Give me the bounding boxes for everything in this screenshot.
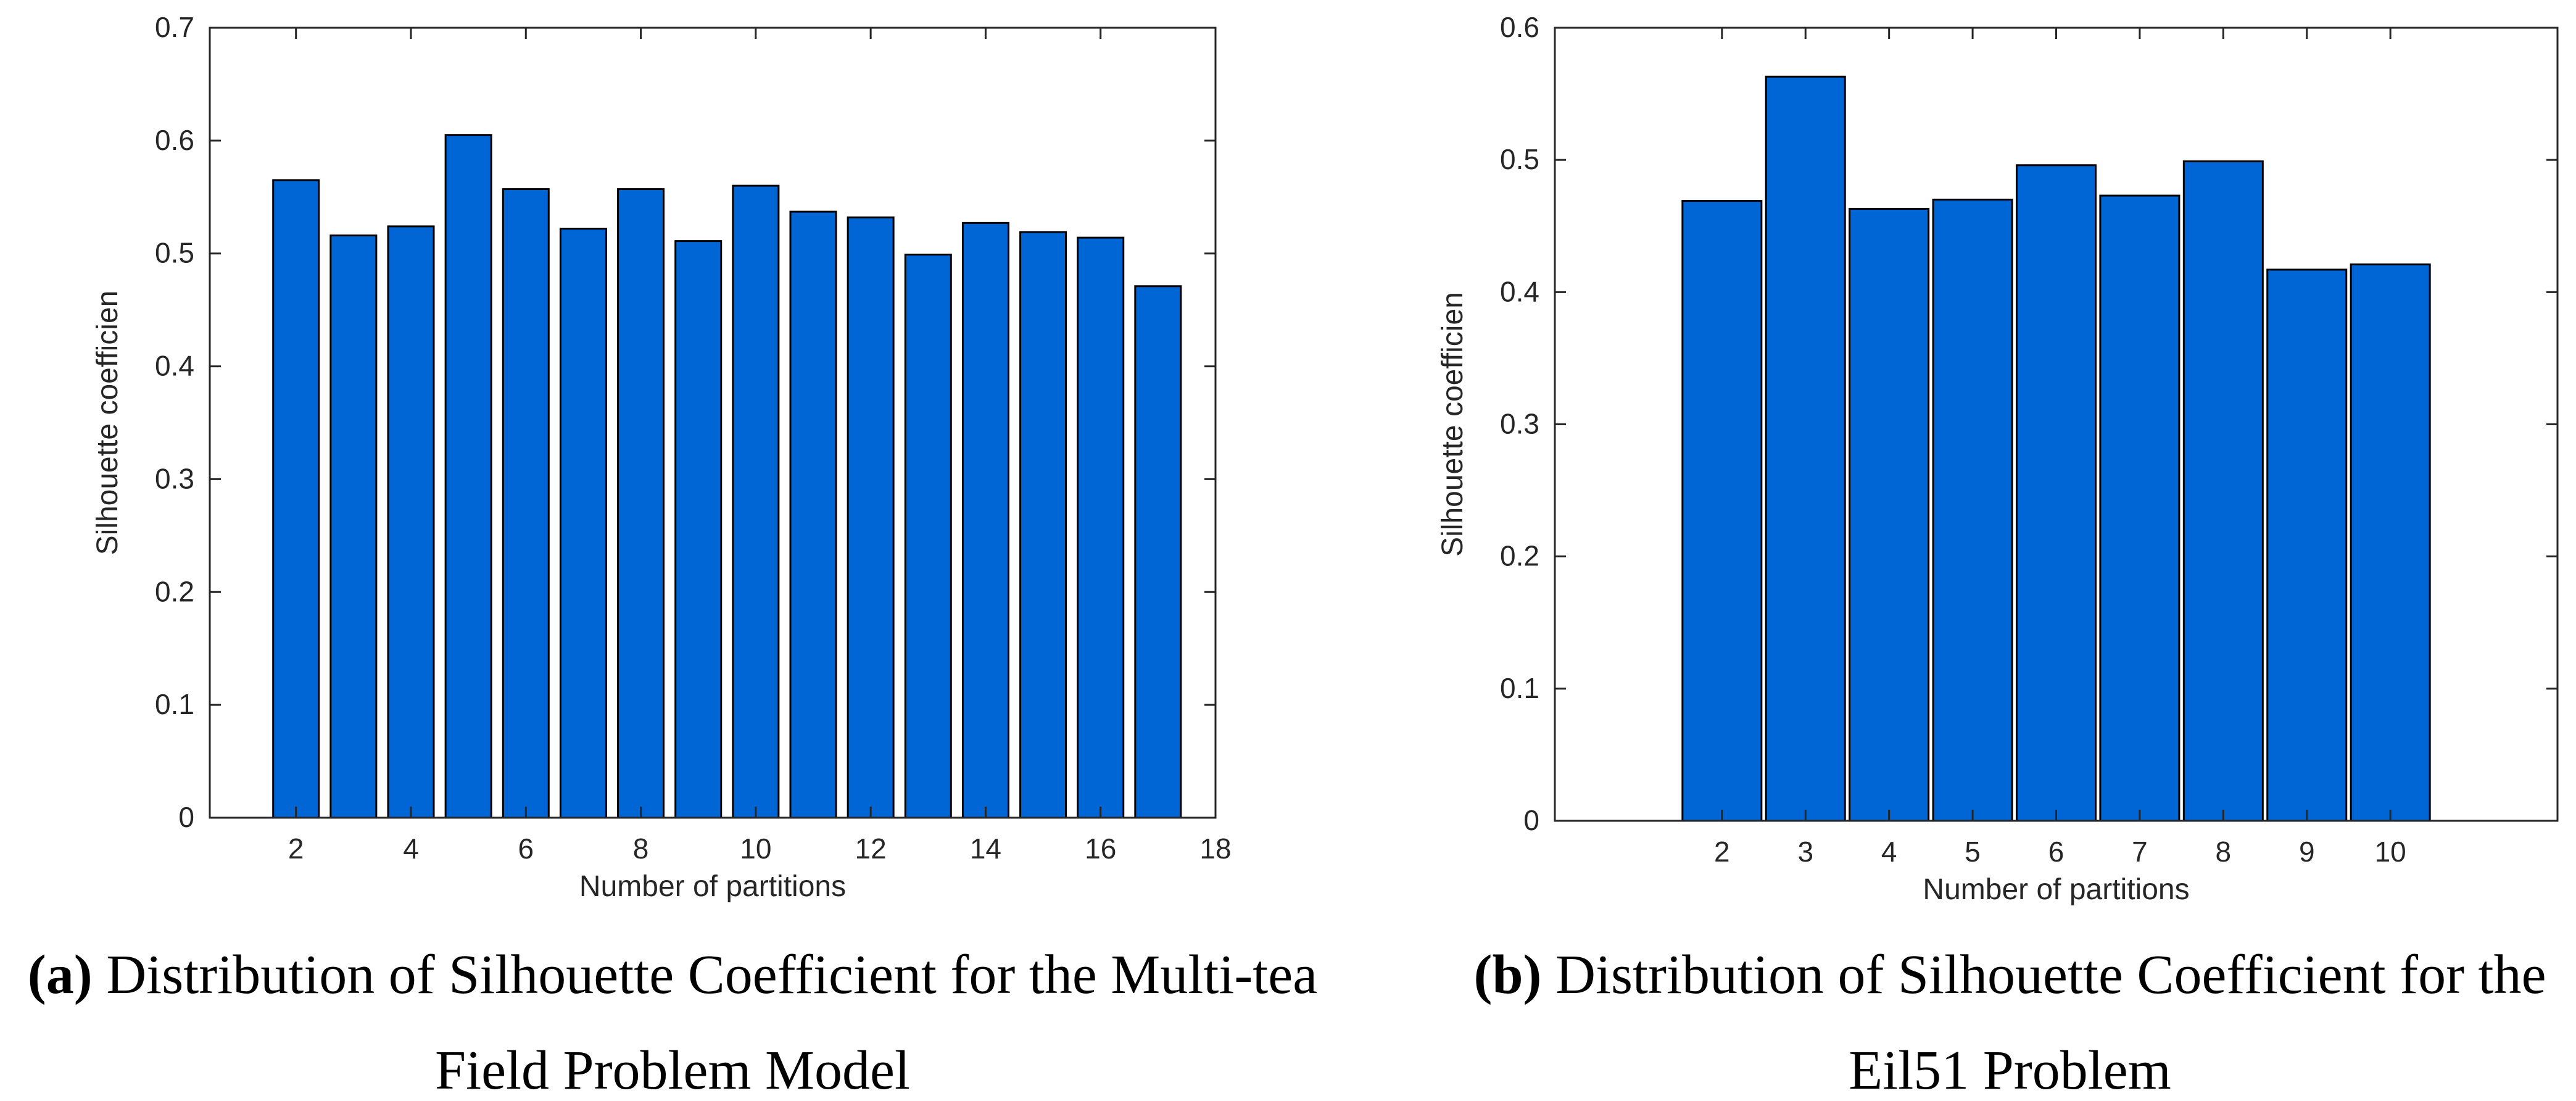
xtick-label-b-8: 10	[2375, 836, 2406, 868]
xtick-label-a-2: 6	[518, 833, 534, 865]
xtick-label-b-4: 6	[2048, 836, 2065, 868]
caption-a-line1: (a) Distribution of Silhouette Coefficie…	[0, 947, 1345, 1003]
xtick-label-a-1: 4	[403, 833, 419, 865]
bar-b-8	[2182, 160, 2264, 822]
xtick-label-a-8: 18	[1199, 833, 1231, 865]
bar-a-7	[559, 227, 607, 819]
bar-a-16	[1077, 236, 1125, 819]
ytick-label-b-6: 0.6	[1500, 11, 1539, 43]
bar-a-10	[732, 185, 780, 819]
ytick-label-b-1: 0.1	[1500, 672, 1539, 704]
caption-a-label: (a)	[27, 944, 93, 1005]
caption-a-text: Distribution of Silhouette Coefficient f…	[106, 944, 1318, 1005]
ytick-label-a-4: 0.4	[155, 350, 194, 382]
chart-b: 0 0.1 0.2 0.3 0.4 0.5 0.6 2 3 4 5 6 7 8 9 10 Number of p…	[1436, 11, 2559, 906]
xtick-label-a-4: 10	[740, 833, 771, 865]
xtick-label-b-3: 5	[1965, 836, 1981, 868]
bar-b-2	[1681, 200, 1763, 822]
bar-a-9	[674, 240, 723, 819]
ytick-label-a-1: 0.1	[155, 688, 194, 720]
xtick-label-a-0: 2	[288, 833, 304, 865]
bar-a-14	[961, 222, 1009, 819]
bar-a-12	[847, 216, 895, 819]
chart-a: 0 0.1 0.2 0.3 0.4 0.5 0.6 0.7 2 4 6 8 10 12 14 16 18 Numb…	[91, 11, 1232, 903]
caption-b-label: (b)	[1473, 944, 1542, 1005]
bar-b-7	[2099, 194, 2180, 822]
bar-b-10	[2350, 263, 2431, 822]
caption-b-line1: (b) Distribution of Silhouette Coefficie…	[1444, 947, 2576, 1003]
ytick-label-b-4: 0.4	[1500, 275, 1539, 307]
bar-a-11	[789, 210, 837, 819]
ytick-label-b-5: 0.5	[1500, 143, 1539, 175]
axes-box-a	[209, 27, 1217, 819]
bar-a-13	[904, 254, 952, 819]
xtick-label-a-6: 14	[970, 833, 1001, 865]
xtick-label-b-6: 8	[2216, 836, 2232, 868]
xtick-label-b-0: 2	[1714, 836, 1730, 868]
ytick-label-a-5: 0.5	[155, 237, 194, 269]
caption-a-line2: Field Problem Model	[435, 1040, 910, 1101]
bar-a-6	[502, 188, 550, 819]
bar-b-4	[1849, 207, 1930, 822]
bar-b-6	[2016, 164, 2097, 822]
ylabel-a: Silhouette coefficien	[91, 291, 124, 555]
xtick-label-b-2: 4	[1881, 836, 1897, 868]
bar-b-9	[2266, 268, 2348, 822]
ytick-label-a-2: 0.2	[155, 575, 194, 607]
bar-b-3	[1765, 75, 1846, 822]
ytick-label-a-3: 0.3	[155, 462, 194, 494]
xtick-label-b-5: 7	[2132, 836, 2148, 868]
ytick-label-b-3: 0.3	[1500, 408, 1539, 440]
xtick-label-a-5: 12	[855, 833, 887, 865]
bar-a-5	[444, 134, 492, 819]
xtick-label-b-1: 3	[1797, 836, 1813, 868]
bar-a-15	[1019, 231, 1067, 819]
bar-b-5	[1932, 198, 2013, 822]
ytick-label-a-0: 0	[178, 801, 194, 833]
ytick-label-b-2: 0.2	[1500, 540, 1539, 572]
caption-b-text: Distribution of Silhouette Coefficient f…	[1555, 944, 2546, 1005]
xtick-label-a-3: 8	[633, 833, 649, 865]
xtick-label-a-7: 16	[1085, 833, 1116, 865]
bar-a-17	[1134, 285, 1182, 819]
xtick-label-b-7: 9	[2299, 836, 2315, 868]
ylabel-b: Silhouette coefficien	[1436, 292, 1469, 557]
bar-a-3	[329, 234, 378, 819]
ytick-label-a-6: 0.6	[155, 124, 194, 156]
bar-a-4	[387, 225, 435, 819]
xlabel-a: Number of partitions	[579, 870, 846, 903]
caption-b-line2: Eil51 Problem	[1849, 1040, 2171, 1101]
bar-a-2	[272, 179, 320, 819]
ytick-label-a-7: 0.7	[155, 11, 194, 43]
bar-a-8	[617, 188, 665, 819]
ytick-label-b-0: 0	[1523, 804, 1539, 836]
xlabel-b: Number of partitions	[1923, 873, 2189, 906]
